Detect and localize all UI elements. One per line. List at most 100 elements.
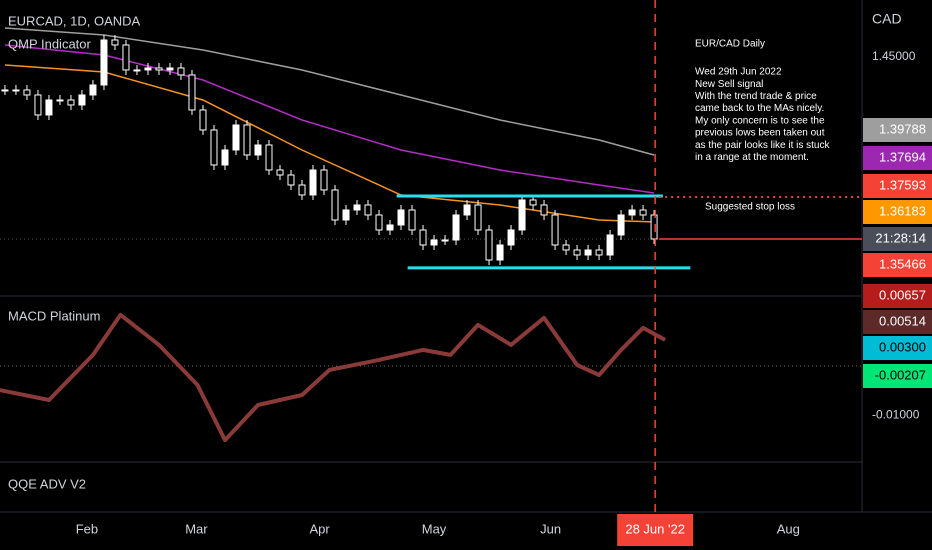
x-tick-label: Jun [540,521,561,536]
candle [100,39,108,86]
x-tick-label: Mar [185,521,208,536]
x-tick-label: Feb [76,521,98,536]
price-badge [863,310,932,334]
candle [342,209,350,221]
candle [12,89,20,92]
indicator: QMP Indicator [8,36,92,51]
candle [67,99,75,106]
candle [430,239,438,246]
candle [529,199,537,206]
price-badge-label: -0.00207 [875,367,926,382]
y-tick-label: 1.45000 [872,49,916,63]
price-badge [863,364,932,388]
candle [353,204,361,211]
candle [408,209,416,231]
moving-average [4,44,655,194]
candle [276,169,284,176]
candle [122,44,130,71]
price-badge-label: 1.35466 [879,256,926,271]
x-tick-label: Aug [777,521,800,536]
candle [639,209,647,216]
price-badge [863,146,932,170]
candle [507,229,515,246]
price-badge-label: 0.00300 [879,339,926,354]
candle [606,234,614,256]
candle [595,249,603,256]
symbol: EURCAD, 1D, OANDA [8,13,141,28]
candle [518,199,526,231]
cursor-badge [617,514,694,546]
candle [617,214,625,236]
candle [34,94,42,116]
note-line: came back to the MAs nicely. [695,103,824,114]
macd-title: MACD Platinum [8,308,100,323]
note-line: With the trend trade & price [695,91,817,102]
candle [287,174,295,186]
price-badge-label: 1.37694 [879,149,926,164]
moving-average [4,64,655,223]
moving-average [4,27,655,156]
candle [23,89,31,96]
candle [474,204,482,231]
note-line: in a range at the moment. [695,152,809,163]
candle [573,249,581,256]
price-badge-label: 1.37593 [879,177,926,192]
stop-loss-label: Suggested stop loss [705,202,795,213]
candle [166,67,174,71]
candle [298,184,306,196]
candle [210,129,218,166]
candle [397,209,405,226]
price-badge [863,336,932,360]
currency: CAD [872,11,902,27]
price-badge-label: 1.39788 [879,121,926,136]
price-badge-label: 0.00657 [879,287,926,302]
price-badge-label: 0.00514 [879,313,926,328]
candle [441,239,449,242]
candle [540,204,548,216]
candle [56,99,64,102]
price-badge [863,284,932,308]
countdown: 21:28:14 [875,230,926,245]
candle [309,169,317,196]
candle [199,109,207,131]
candle [375,214,383,231]
candle [177,67,185,76]
candle [243,124,251,156]
candle [452,214,460,241]
candle [155,67,163,71]
qqe-title: QQE ADV V2 [8,476,86,491]
price-badge-label: 1.36183 [879,203,926,218]
candle [232,124,240,151]
candle [364,204,372,216]
x-tick-label: Apr [309,521,330,536]
candle [89,84,97,96]
price-badge [863,118,932,142]
x-tick-label: May [422,521,447,536]
countdown-bg [863,226,932,251]
candle [496,244,504,261]
y-tick-label: -0.01000 [872,407,920,421]
candle [419,229,427,246]
candle [1,89,9,92]
note-line: New Sell signal [695,79,763,90]
note-title: EUR/CAD Daily [695,39,765,50]
candle [320,169,328,191]
candle [562,244,570,251]
candle [78,94,86,106]
candle [386,224,394,231]
candle [628,209,636,216]
note-line: My only concern is to see the [695,115,825,126]
candle [111,39,119,46]
note-line: previous lows been taken out [695,128,825,139]
candle [133,69,141,72]
candle [463,204,471,216]
candle [144,67,152,71]
candle [551,214,559,246]
candle [45,99,53,116]
price-badge [863,174,932,198]
candle [331,189,339,221]
price-badge [863,200,932,224]
price-badge [863,253,932,277]
